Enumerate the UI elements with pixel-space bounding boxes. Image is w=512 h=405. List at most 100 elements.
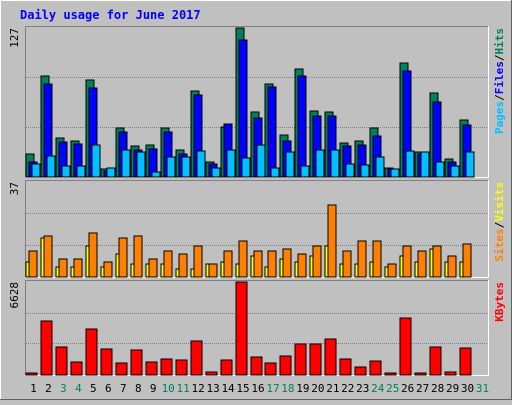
bar-pages	[46, 155, 56, 178]
day-label: 23	[356, 382, 369, 395]
bar-sites	[58, 258, 68, 278]
day-label: 7	[120, 382, 127, 395]
bar-sites	[462, 243, 472, 278]
bar-pages	[420, 151, 430, 178]
bar-pages	[151, 171, 161, 178]
day-label: 2	[45, 382, 52, 395]
bar-kbytes	[235, 281, 248, 376]
bar-kbytes	[250, 356, 263, 376]
bar-pages	[465, 151, 475, 178]
day-label: 30	[461, 382, 474, 395]
bar-kbytes	[429, 346, 442, 376]
bar-pages	[106, 167, 116, 178]
bar-kbytes	[354, 366, 367, 376]
bar-kbytes	[85, 328, 98, 376]
bar-sites	[163, 250, 173, 278]
bar-sites	[73, 258, 83, 278]
day-label: 15	[236, 382, 249, 395]
y-max-label: 6628	[8, 282, 21, 309]
day-label: 5	[90, 382, 97, 395]
bar-sites	[178, 253, 188, 278]
bar-pages	[315, 149, 325, 178]
bar-sites	[372, 240, 382, 278]
bar-pages	[390, 168, 400, 178]
bar-kbytes	[444, 371, 457, 376]
day-label: 11	[177, 382, 190, 395]
bar-sites	[43, 235, 53, 278]
bar-pages	[121, 149, 131, 178]
bar-pages	[330, 149, 340, 178]
day-label: 18	[281, 382, 294, 395]
bar-files	[267, 86, 277, 178]
day-label: 21	[326, 382, 339, 395]
bar-pages	[241, 157, 251, 178]
bar-kbytes	[40, 320, 53, 376]
bar-pages	[270, 167, 280, 178]
bar-kbytes	[175, 359, 188, 376]
day-label: 31	[476, 382, 489, 395]
legend-separator: /	[493, 221, 506, 228]
bar-sites	[208, 263, 218, 278]
legend: Sites/Visits	[493, 182, 506, 262]
bar-files	[238, 39, 248, 178]
day-label: 12	[192, 382, 205, 395]
bar-sites	[88, 232, 98, 278]
day-label: 28	[431, 382, 444, 395]
bar-sites	[432, 245, 442, 278]
day-label: 9	[150, 382, 157, 395]
bar-sites	[148, 258, 158, 278]
bar-kbytes	[264, 362, 277, 376]
bar-sites	[387, 263, 397, 278]
day-label: 14	[221, 382, 235, 395]
bar-pages	[360, 164, 370, 178]
bar-pages	[91, 144, 101, 178]
day-label: 17	[266, 382, 279, 395]
chart-title: Daily usage for June 2017	[20, 8, 201, 22]
legend-visits: Visits	[493, 182, 506, 222]
bar-kbytes	[279, 355, 292, 376]
day-label: 3	[60, 382, 67, 395]
bar-pages	[300, 165, 310, 178]
bar-sites	[282, 248, 292, 278]
bar-kbytes	[70, 361, 83, 376]
bar-pages	[345, 163, 355, 178]
day-label: 24	[371, 382, 385, 395]
bar-sites	[357, 240, 367, 278]
bar-sites	[223, 250, 233, 278]
bar-sites	[103, 261, 113, 278]
bar-kbytes	[145, 361, 158, 376]
bar-kbytes	[339, 358, 352, 376]
bar-pages	[76, 165, 86, 178]
bar-sites	[28, 250, 38, 278]
bar-kbytes	[414, 372, 427, 376]
bar-sites	[417, 250, 427, 278]
bar-sites	[402, 245, 412, 278]
bar-sites	[133, 235, 143, 278]
bar-kbytes	[25, 372, 38, 376]
bar-kbytes	[384, 372, 397, 376]
day-label: 20	[311, 382, 324, 395]
bar-kbytes	[160, 358, 173, 376]
bar-sites	[327, 204, 337, 278]
legend-sites: Sites	[493, 228, 506, 261]
bar-pages	[375, 156, 385, 178]
bar-kbytes	[369, 360, 382, 376]
bar-pages	[196, 150, 206, 178]
bar-sites	[118, 237, 128, 278]
legend-separator: /	[493, 54, 506, 61]
bar-kbytes	[205, 371, 218, 376]
day-label: 6	[105, 382, 112, 395]
legend-files: Files	[493, 61, 506, 94]
bar-pages	[226, 149, 236, 178]
day-label: 22	[341, 382, 354, 395]
day-label: 13	[206, 382, 219, 395]
bar-kbytes	[130, 349, 143, 376]
bar-sites	[297, 253, 307, 278]
bar-pages	[405, 150, 415, 178]
day-label: 8	[135, 382, 142, 395]
legend: Pages/Files/Hits	[493, 28, 506, 134]
y-max-label: 127	[8, 28, 21, 48]
